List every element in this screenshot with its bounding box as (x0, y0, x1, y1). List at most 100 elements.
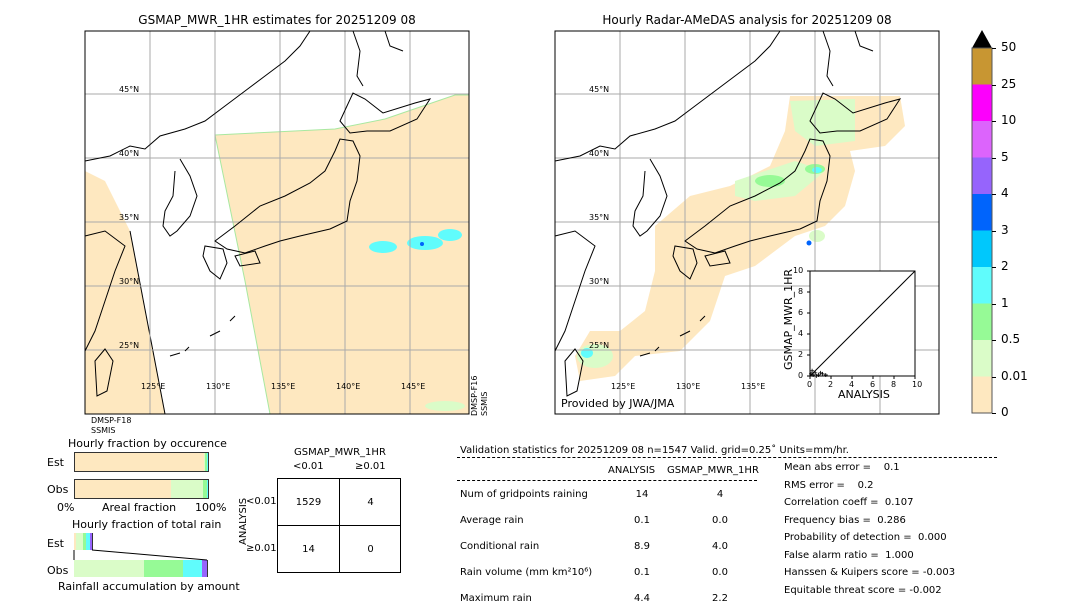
lon-label: 125°E (611, 382, 636, 391)
inset-y-tick-label: 10 (793, 266, 804, 275)
right-map (554, 30, 940, 415)
lon-label: 130°E (676, 382, 701, 391)
colorbar-tick (992, 413, 996, 414)
lat-label: 25°N (119, 341, 140, 350)
col-label: <0.01 (293, 461, 324, 472)
inset-xlabel: ANALYSIS (838, 388, 890, 401)
bar-segment (183, 560, 203, 577)
x-max-label: 100% (195, 501, 227, 514)
stats-row-label: Rain volume (mm km²10⁶) (460, 567, 593, 578)
inset-point (820, 371, 825, 376)
total-rain-obs-bar (74, 560, 208, 577)
bar-segment (206, 480, 209, 498)
inset-y-tick-label: 0 (798, 371, 804, 380)
lat-label: 40°N (589, 149, 610, 158)
stats-gsmap-value: 0.0 (712, 515, 728, 526)
inset-x-tick-label: 2 (828, 380, 834, 389)
lat-label: 35°N (119, 213, 140, 222)
inset-point (810, 368, 815, 373)
lat-label: 25°N (589, 341, 610, 350)
credit-label: Provided by JWA/JMA (561, 397, 675, 410)
colorbar-tick-label: 25 (1001, 76, 1017, 91)
colorbar-segment (972, 84, 992, 121)
row-label-est: Est (47, 456, 64, 469)
total-rain-title: Hourly fraction of total rain (72, 518, 222, 531)
cell: 1529 (295, 497, 322, 508)
colorbar-tick (992, 340, 996, 341)
left-map (84, 30, 470, 415)
stats-analysis-value: 4.4 (634, 593, 650, 604)
colorbar-tick-label: 1 (1001, 295, 1009, 310)
bar-segment (75, 453, 205, 471)
colorbar-tick-label: 0.5 (1001, 332, 1021, 346)
stats-analysis-value: 0.1 (634, 567, 650, 578)
cell: 4 (367, 497, 374, 508)
colorbar-tick (992, 84, 996, 86)
bar-segment (170, 480, 204, 498)
bar-segment (74, 560, 146, 577)
stats-gsmap-value: 4 (716, 489, 724, 500)
colorbar-tick (992, 230, 996, 232)
row-label: ≥0.01 (246, 543, 277, 554)
colorbar-tick (992, 194, 996, 195)
colorbar-tick-label: 10 (1001, 113, 1017, 127)
colorbar-tick (992, 376, 996, 378)
lon-label: 125°E (141, 382, 166, 391)
contingency-title: GSMAP_MWR_1HR (294, 447, 386, 458)
inset-diagonal-line (809, 270, 916, 377)
lon-label: 135°E (271, 382, 296, 391)
stats-analysis-value: 8.9 (634, 541, 650, 552)
stats-score: Frequency bias = 0.286 (784, 514, 906, 526)
total-rain-xlabel: Rainfall accumulation by amount (58, 580, 240, 593)
colorbar-segment (972, 48, 992, 85)
lat-label: 30°N (119, 277, 140, 286)
col-header: GSMAP_MWR_1HR (667, 465, 759, 476)
lon-label: 140°E (336, 382, 361, 391)
inset-y-tick-label: 2 (798, 350, 804, 359)
stats-score: RMS error = 0.2 (784, 479, 874, 491)
right-map-title: Hourly Radar-AMeDAS analysis for 2025120… (602, 13, 892, 27)
inset-point (816, 372, 821, 377)
lat-label: 45°N (589, 85, 610, 94)
contingency-table: 1529 4 14 0 (277, 478, 401, 573)
stats-analysis-value: 0.1 (634, 515, 650, 526)
inset-y-tick-label: 4 (798, 329, 804, 338)
rain-patch (438, 229, 462, 241)
inset-x-tick-label: 0 (807, 380, 813, 389)
lon-label: 130°E (206, 382, 231, 391)
stats-analysis-value: 14 (635, 489, 649, 500)
colorbar-extend-arrow (972, 30, 992, 48)
stats-gsmap-value: 4.0 (712, 541, 728, 552)
colorbar-tick-label: 0 (1001, 405, 1009, 419)
sensor-label: SSMIS (480, 391, 489, 417)
stats-gsmap-value: 0.0 (712, 567, 728, 578)
bar-segment (144, 560, 185, 577)
col-label: ≥0.01 (355, 461, 386, 472)
stats-gsmap-value: 2.2 (712, 593, 728, 604)
lat-label: 40°N (119, 149, 140, 158)
stats-score: Mean abs error = 0.1 (784, 462, 900, 473)
col-header: ANALYSIS (608, 465, 656, 476)
colorbar-tick-label: 4 (1001, 186, 1009, 200)
lat-label: 30°N (589, 277, 610, 286)
stats-score: Equitable threat score = -0.002 (784, 584, 942, 596)
occurrence-est-bar (74, 452, 209, 472)
stats-row-label: Num of gridpoints raining (460, 489, 588, 500)
rain-patch (407, 236, 443, 250)
colorbar-tick-label: 3 (1001, 222, 1009, 237)
swath-rain-free-area-west (85, 171, 165, 414)
total-rain-est-bar (74, 533, 207, 550)
row-label: <0.01 (246, 496, 277, 507)
lat-label: 35°N (589, 213, 610, 222)
inset-point (809, 371, 814, 376)
inset-y-tick-label: 6 (798, 308, 804, 317)
stats-row-label: Average rain (460, 515, 524, 526)
stats-row-label: Maximum rain (460, 593, 532, 604)
lon-label: 145°E (401, 382, 426, 391)
inset-ylabel: GSMAP_MWR_1HR (782, 268, 795, 370)
bar-segment (207, 453, 209, 471)
cell: 0 (367, 544, 374, 555)
colorbar-tick (992, 48, 996, 49)
occurrence-obs-bar (74, 479, 209, 499)
row-label-obs: Obs (47, 564, 69, 577)
